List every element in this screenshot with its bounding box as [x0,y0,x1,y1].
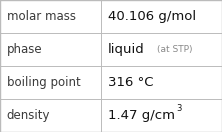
Text: 1.47 g/cm: 1.47 g/cm [108,109,175,122]
Text: 316 °C: 316 °C [108,76,153,89]
Text: molar mass: molar mass [7,10,76,23]
Text: density: density [7,109,50,122]
Text: 40.106 g/mol: 40.106 g/mol [108,10,196,23]
Text: phase: phase [7,43,42,56]
Text: boiling point: boiling point [7,76,80,89]
Text: (at STP): (at STP) [157,45,192,54]
Text: 3: 3 [176,104,182,113]
Text: liquid: liquid [108,43,145,56]
